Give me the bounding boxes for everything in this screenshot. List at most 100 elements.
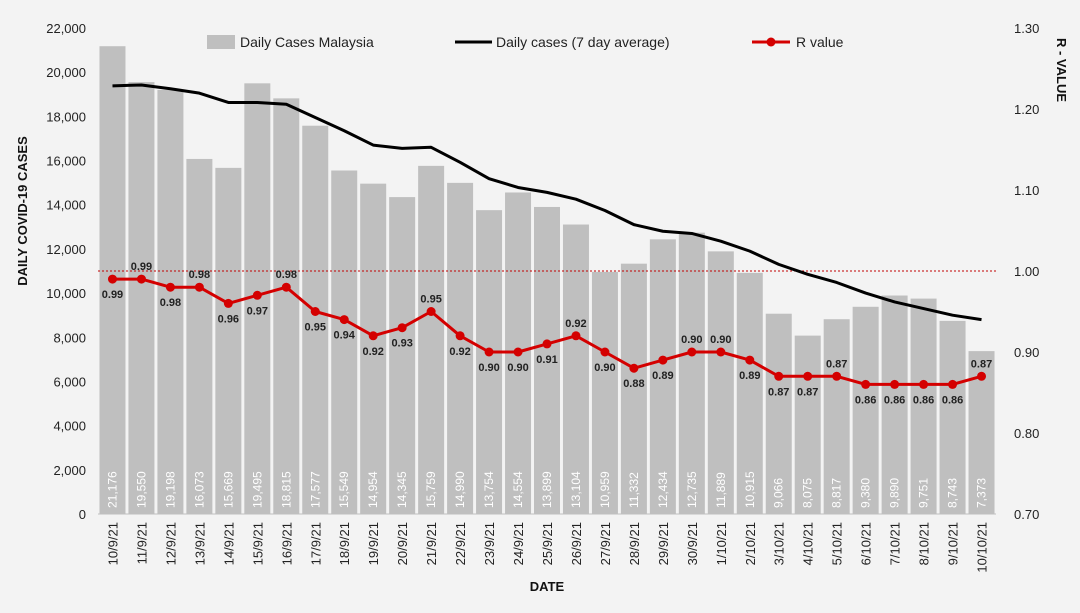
r-value-label: 0.91 <box>536 354 557 366</box>
bar-value-label: 15,549 <box>337 471 351 508</box>
bar <box>447 182 474 514</box>
x-tick-label: 6/10/21 <box>859 522 874 565</box>
bar <box>302 125 329 514</box>
x-tick-label: 24/9/21 <box>511 522 526 565</box>
bar <box>331 170 358 514</box>
r-value-label: 0.97 <box>247 305 268 317</box>
r-value-label: 0.86 <box>884 394 905 406</box>
r-value-label: 0.86 <box>913 394 934 406</box>
r-value-label: 0.95 <box>305 322 326 334</box>
r-value-point <box>803 371 813 381</box>
y-right-tick-label: 0.90 <box>1014 345 1039 360</box>
bar <box>794 335 821 514</box>
y-left-axis-title: DAILY COVID-19 CASES <box>15 136 30 286</box>
bar <box>910 298 937 514</box>
x-tick-label: 19/9/21 <box>366 522 381 565</box>
r-value-point <box>600 347 610 357</box>
x-tick-label: 13/9/21 <box>192 522 207 565</box>
bar-value-label: 8,075 <box>801 478 815 508</box>
r-value-label: 0.99 <box>102 289 123 301</box>
x-tick-label: 11/9/21 <box>134 522 149 564</box>
r-value-point <box>252 290 262 300</box>
r-value-label: 0.98 <box>189 269 210 281</box>
r-value-label: 0.90 <box>594 362 615 374</box>
x-tick-label: 21/9/21 <box>424 522 439 565</box>
bar <box>273 98 300 514</box>
average-line <box>112 83 982 322</box>
bar-value-label: 7,373 <box>975 478 989 508</box>
r-value-point <box>571 331 581 341</box>
r-value-label: 0.89 <box>739 370 760 382</box>
bar <box>939 320 966 514</box>
bar <box>534 206 560 515</box>
r-value-label: 0.86 <box>942 394 963 406</box>
x-axis-title: DATE <box>530 579 565 594</box>
x-tick-label: 23/9/21 <box>482 522 497 565</box>
bar-value-label: 15,669 <box>221 471 235 508</box>
r-value-label: 0.90 <box>681 334 702 346</box>
r-value-label: 0.96 <box>218 313 239 325</box>
r-value-label: 0.92 <box>362 346 383 358</box>
axes-group: 0 2,000 4,000 6,000 8,000 10,000 12,000 14,000 1… <box>15 21 1069 594</box>
y-right-tick-label: 0.80 <box>1014 426 1039 441</box>
r-value-label: 0.98 <box>160 297 181 309</box>
bar <box>186 158 213 515</box>
y-right-tick-label: 0.70 <box>1014 507 1039 522</box>
bar-value-label: 13,899 <box>540 471 554 508</box>
bar <box>678 232 705 514</box>
r-value-point <box>745 355 755 365</box>
r-value-label: 0.92 <box>565 318 586 330</box>
bar <box>707 251 734 514</box>
r-value-point <box>774 371 784 381</box>
r-value-point <box>832 371 842 381</box>
x-tick-label: 17/9/21 <box>308 522 323 565</box>
r-value-point <box>716 347 726 357</box>
bar-value-label: 16,073 <box>192 471 206 508</box>
bar-value-label: 11,332 <box>627 472 641 508</box>
bar-value-label: 9,890 <box>888 478 902 508</box>
r-value-point <box>542 339 552 349</box>
bar-value-label: 17,577 <box>308 471 322 508</box>
x-tick-label: 7/10/21 <box>888 522 903 565</box>
bar-value-label: 14,990 <box>453 471 467 508</box>
bar-value-label: 9,380 <box>859 478 873 508</box>
bar <box>852 306 879 514</box>
r-value-label: 0.92 <box>449 346 470 358</box>
bar-value-label: 10,959 <box>598 471 612 508</box>
bar <box>881 295 908 514</box>
y-left-tick-label: 4,000 <box>53 419 86 434</box>
r-value-point <box>629 363 639 373</box>
bar-value-label: 13,754 <box>482 471 496 508</box>
bar-value-label: 15,759 <box>424 471 438 508</box>
r-value-point <box>861 379 871 389</box>
bar-value-label: 14,554 <box>511 471 525 508</box>
bar <box>418 165 445 514</box>
r-value-point <box>919 379 929 389</box>
y-left-tick-label: 16,000 <box>46 154 86 169</box>
y-left-tick-label: 10,000 <box>46 286 86 301</box>
r-value-label: 0.87 <box>971 358 992 370</box>
x-tick-label: 22/9/21 <box>453 522 468 565</box>
x-tick-label: 9/10/21 <box>946 522 961 565</box>
x-tick-label: 4/10/21 <box>801 522 816 565</box>
y-left-tick-label: 0 <box>79 507 86 522</box>
x-tick-label: 27/9/21 <box>598 522 613 565</box>
average-line-group <box>112 83 982 322</box>
r-value-point <box>223 298 233 308</box>
x-tick-label: 3/10/21 <box>772 522 787 565</box>
r-value-label: 0.94 <box>334 330 356 342</box>
x-tick-label: 1/10/21 <box>714 522 729 565</box>
x-tick-label: 25/9/21 <box>540 522 555 565</box>
r-value-label: 0.87 <box>768 386 789 398</box>
y-right-tick-label: 1.00 <box>1014 264 1039 279</box>
x-tick-label: 5/10/21 <box>830 522 845 565</box>
r-value-point <box>455 331 465 341</box>
legend: Daily Cases Malaysia Daily cases (7 day a… <box>207 34 844 50</box>
x-tick-label: 10/9/21 <box>105 522 120 565</box>
bar <box>476 210 503 515</box>
x-tick-label: 30/9/21 <box>685 522 700 565</box>
y-right-axis-title: R - VALUE <box>1054 38 1069 102</box>
x-tick-label: 10/10/21 <box>975 522 990 573</box>
